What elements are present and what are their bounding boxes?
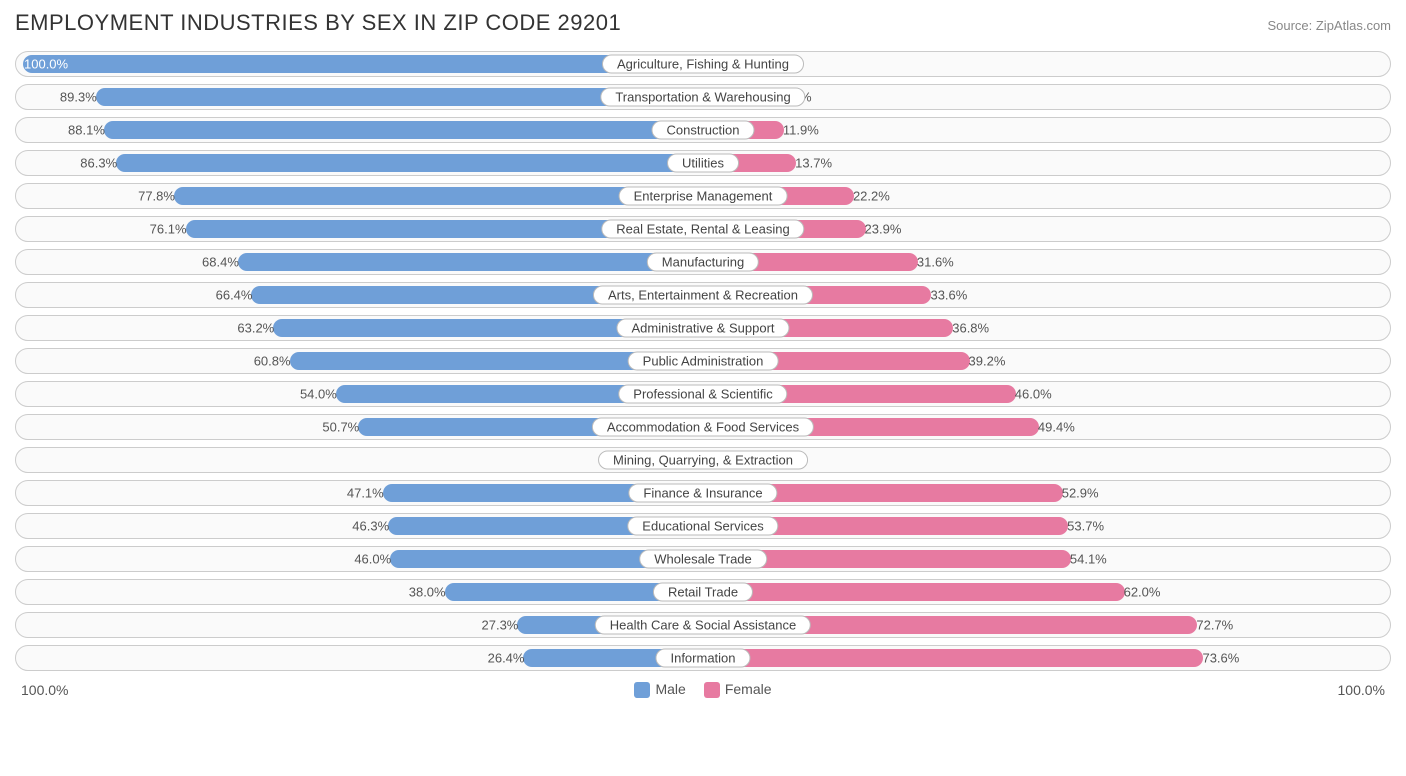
category-label: Utilities: [667, 154, 739, 173]
axis-right-label: 100.0%: [1338, 682, 1385, 698]
chart-row: 38.0% 62.0% Retail Trade: [15, 579, 1391, 605]
value-male: 60.8%: [254, 354, 291, 369]
chart-row: 86.3% 13.7% Utilities: [15, 150, 1391, 176]
chart-row: 54.0% 46.0% Professional & Scientific: [15, 381, 1391, 407]
category-label: Professional & Scientific: [618, 385, 787, 404]
value-male: 63.2%: [237, 321, 274, 336]
value-female: 72.7%: [1196, 618, 1233, 633]
category-label: Wholesale Trade: [639, 550, 767, 569]
value-male: 100.0%: [24, 57, 68, 72]
category-label: Agriculture, Fishing & Hunting: [602, 55, 804, 74]
legend-female: Female: [704, 681, 772, 698]
chart-row: 77.8% 22.2% Enterprise Management: [15, 183, 1391, 209]
value-male: 46.0%: [354, 552, 391, 567]
category-label: Enterprise Management: [619, 187, 788, 206]
value-male: 66.4%: [216, 288, 253, 303]
value-male: 46.3%: [352, 519, 389, 534]
value-female: 23.9%: [865, 222, 902, 237]
value-female: 46.0%: [1015, 387, 1052, 402]
category-label: Arts, Entertainment & Recreation: [593, 286, 813, 305]
legend-male: Male: [634, 681, 685, 698]
chart-row: 47.1% 52.9% Finance & Insurance: [15, 480, 1391, 506]
chart-footer: 100.0% Male Female 100.0%: [15, 679, 1391, 698]
value-female: 22.2%: [853, 189, 890, 204]
category-label: Manufacturing: [647, 253, 759, 272]
bar-male: [23, 55, 703, 73]
legend-swatch-female: [704, 682, 720, 698]
chart-row: 76.1% 23.9% Real Estate, Rental & Leasing: [15, 216, 1391, 242]
bar-female: [703, 649, 1203, 667]
category-label: Real Estate, Rental & Leasing: [601, 220, 804, 239]
bar-male: [116, 154, 703, 172]
category-label: Administrative & Support: [616, 319, 789, 338]
value-female: 31.6%: [917, 255, 954, 270]
value-female: 62.0%: [1124, 585, 1161, 600]
category-label: Public Administration: [628, 352, 779, 371]
value-female: 13.7%: [795, 156, 832, 171]
value-female: 49.4%: [1038, 420, 1075, 435]
value-female: 33.6%: [930, 288, 967, 303]
value-female: 53.7%: [1067, 519, 1104, 534]
legend-swatch-male: [634, 682, 650, 698]
category-label: Health Care & Social Assistance: [595, 616, 811, 635]
chart-row: 46.0% 54.1% Wholesale Trade: [15, 546, 1391, 572]
value-male: 50.7%: [322, 420, 359, 435]
chart-row: 89.3%10.7%Transportation & Warehousing: [15, 84, 1391, 110]
value-male: 38.0%: [409, 585, 446, 600]
value-female: 39.2%: [969, 354, 1006, 369]
category-label: Retail Trade: [653, 583, 753, 602]
value-male: 77.8%: [138, 189, 175, 204]
category-label: Information: [655, 649, 750, 668]
category-label: Mining, Quarrying, & Extraction: [598, 451, 808, 470]
value-male: 89.3%: [60, 90, 97, 105]
chart-row: 50.7% 49.4% Accommodation & Food Services: [15, 414, 1391, 440]
chart-header: EMPLOYMENT INDUSTRIES BY SEX IN ZIP CODE…: [15, 10, 1391, 36]
category-label: Accommodation & Food Services: [592, 418, 814, 437]
chart-source: Source: ZipAtlas.com: [1267, 18, 1391, 33]
bar-female: [703, 583, 1125, 601]
bar-male: [238, 253, 703, 271]
chart-row: 63.2% 36.8% Administrative & Support: [15, 315, 1391, 341]
value-male: 26.4%: [488, 651, 525, 666]
value-male: 54.0%: [300, 387, 337, 402]
chart-row: 27.3% 72.7% Health Care & Social Assistanc…: [15, 612, 1391, 638]
bar-male: [104, 121, 703, 139]
value-female: 52.9%: [1062, 486, 1099, 501]
value-male: 47.1%: [347, 486, 384, 501]
chart-row: 60.8% 39.2% Public Administration: [15, 348, 1391, 374]
value-male: 86.3%: [80, 156, 117, 171]
value-female: 11.9%: [783, 123, 819, 138]
value-female: 36.8%: [952, 321, 989, 336]
chart-row: 88.1% 11.9% Construction: [15, 117, 1391, 143]
value-male: 27.3%: [482, 618, 519, 633]
value-male: 68.4%: [202, 255, 239, 270]
chart-row: 66.4% 33.6% Arts, Entertainment & Recreati…: [15, 282, 1391, 308]
category-label: Transportation & Warehousing: [600, 88, 805, 107]
chart-title: EMPLOYMENT INDUSTRIES BY SEX IN ZIP CODE…: [15, 10, 621, 36]
chart-row: 0.0%0.0%Mining, Quarrying, & Extraction: [15, 447, 1391, 473]
value-male: 76.1%: [150, 222, 187, 237]
category-label: Finance & Insurance: [628, 484, 777, 503]
value-female: 73.6%: [1202, 651, 1239, 666]
category-label: Educational Services: [627, 517, 778, 536]
value-female: 54.1%: [1070, 552, 1107, 567]
category-label: Construction: [652, 121, 755, 140]
chart-row: 100.0%0.0%Agriculture, Fishing & Hunting: [15, 51, 1391, 77]
legend: Male Female: [634, 681, 771, 698]
axis-left-label: 100.0%: [21, 682, 68, 698]
chart-row: 46.3% 53.7% Educational Services: [15, 513, 1391, 539]
value-male: 88.1%: [68, 123, 105, 138]
chart-row: 26.4% 73.6% Information: [15, 645, 1391, 671]
chart-row: 68.4% 31.6% Manufacturing: [15, 249, 1391, 275]
chart-rows: 100.0%0.0%Agriculture, Fishing & Hunting…: [15, 51, 1391, 671]
